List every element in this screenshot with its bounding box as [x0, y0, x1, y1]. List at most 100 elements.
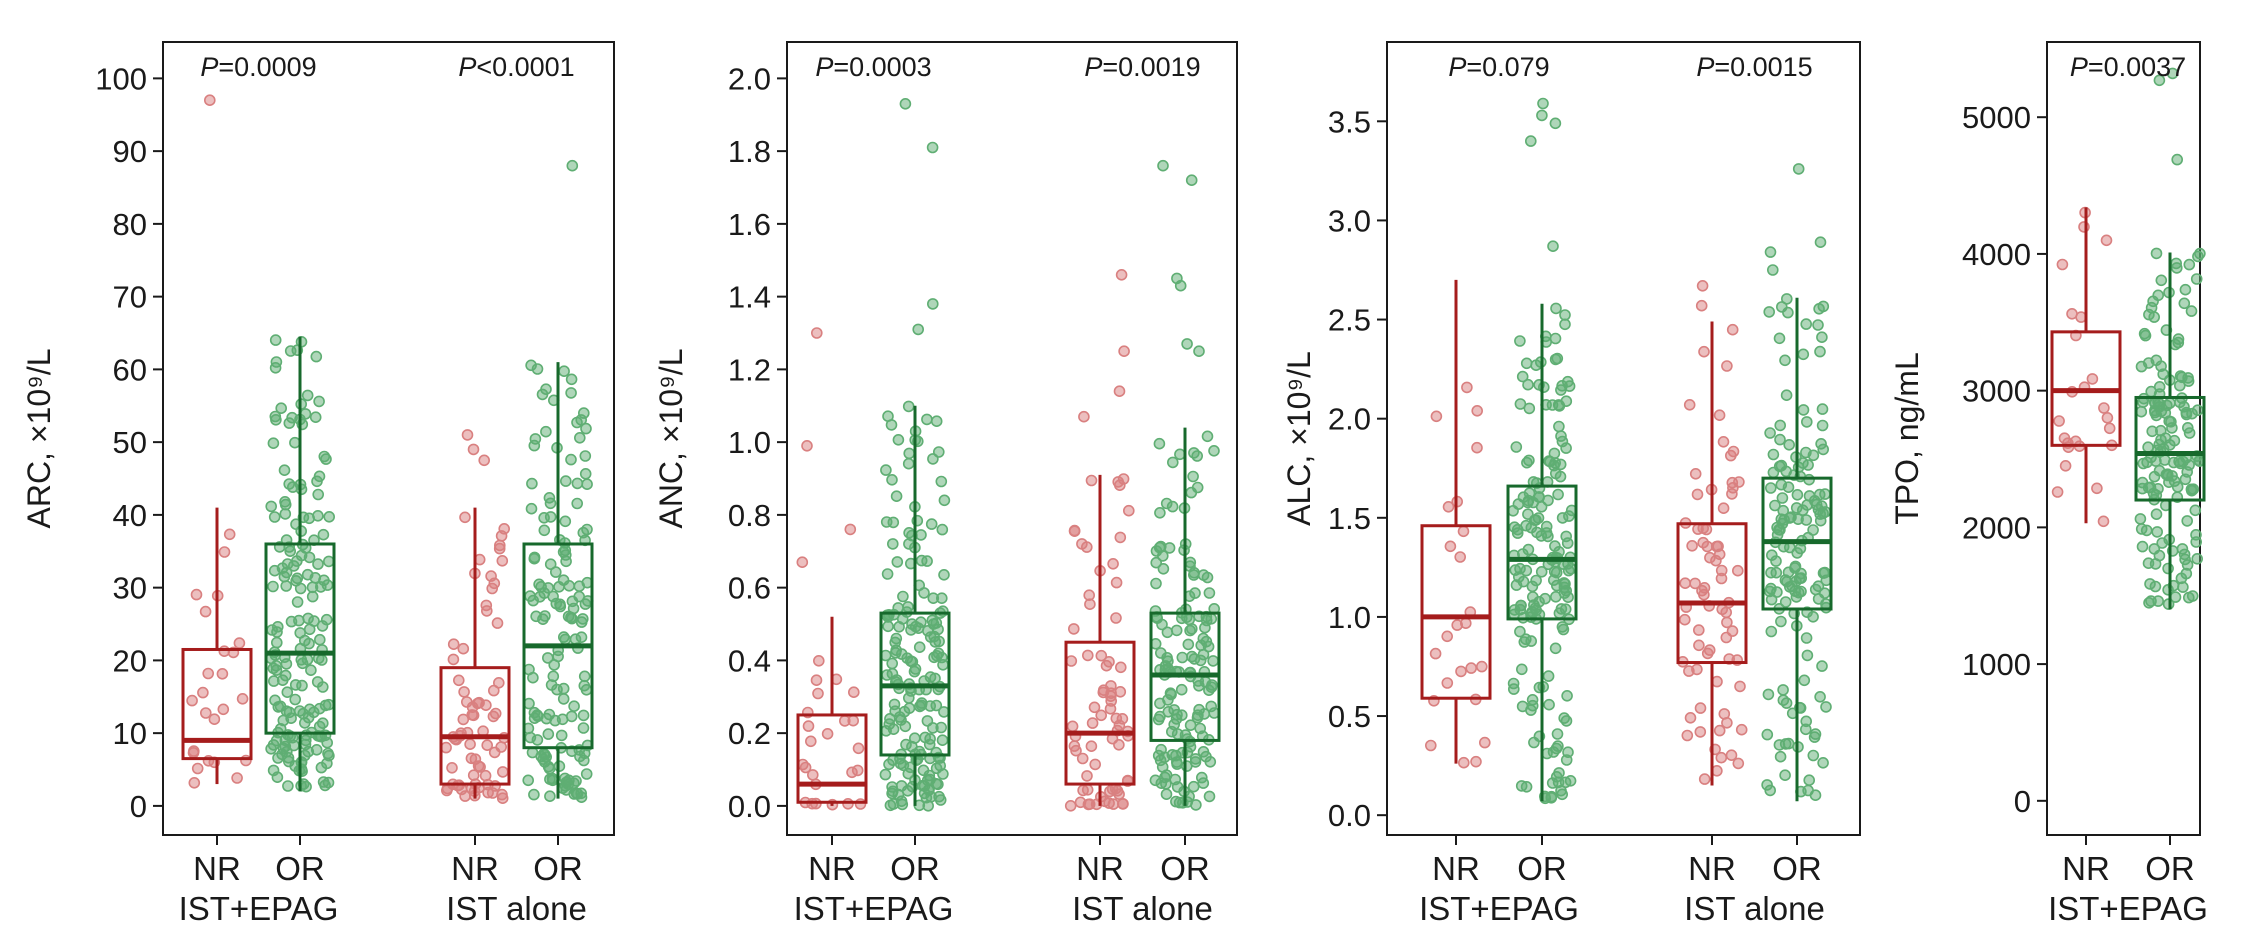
- data-point: [1123, 504, 1135, 517]
- data-point: [1517, 575, 1530, 588]
- data-point: [1117, 798, 1129, 810]
- data-point: [1725, 449, 1737, 462]
- data-point: [451, 779, 464, 792]
- data-point: [1802, 784, 1814, 797]
- data-point: [316, 620, 329, 632]
- data-point: [2100, 234, 2113, 247]
- data-point: [1471, 404, 1483, 417]
- data-point: [1089, 758, 1101, 771]
- data-point: [302, 745, 315, 758]
- data-point: [1150, 577, 1162, 590]
- data-point: [879, 768, 892, 781]
- data-point: [1543, 698, 1555, 711]
- data-point: [316, 717, 329, 730]
- data-point: [1514, 625, 1526, 638]
- data-point: [236, 692, 249, 705]
- data-point: [924, 700, 937, 712]
- data-point: [852, 742, 865, 755]
- box-nr: [1064, 268, 1136, 812]
- data-point: [1188, 653, 1201, 665]
- data-point: [1798, 674, 1811, 687]
- data-point: [1559, 309, 1571, 321]
- data-point: [2186, 484, 2198, 497]
- data-point: [1525, 135, 1537, 147]
- data-point: [323, 510, 336, 523]
- data-point: [1779, 769, 1791, 782]
- data-point: [294, 627, 307, 639]
- data-point: [473, 696, 485, 709]
- data-point: [1683, 398, 1696, 411]
- data-point: [936, 734, 949, 747]
- data-point: [1110, 612, 1122, 624]
- data-point: [2091, 482, 2103, 495]
- data-point: [895, 795, 908, 808]
- data-point: [844, 523, 857, 536]
- data-point: [571, 788, 584, 800]
- data-point: [1169, 773, 1181, 786]
- data-point: [2086, 373, 2099, 385]
- data-point: [277, 714, 290, 727]
- data-point: [1189, 753, 1202, 765]
- data-point: [1771, 586, 1783, 598]
- data-point: [1691, 488, 1704, 501]
- data-point: [1726, 488, 1738, 500]
- data-point: [1530, 574, 1542, 587]
- data-point: [2192, 250, 2204, 263]
- data-point: [543, 708, 556, 721]
- data-point: [496, 766, 509, 778]
- data-point: [2141, 456, 2153, 469]
- data-point: [888, 698, 901, 711]
- data-point: [1471, 441, 1483, 454]
- data-point: [1154, 754, 1167, 767]
- data-point: [1783, 512, 1796, 524]
- data-point: [1117, 473, 1130, 485]
- data-point: [480, 605, 493, 617]
- data-point: [559, 515, 572, 528]
- data-point: [926, 298, 939, 310]
- data-point: [2143, 596, 2155, 609]
- data-point: [1454, 551, 1466, 563]
- data-point: [2179, 473, 2192, 486]
- data-point: [1782, 306, 1794, 319]
- data-point: [322, 555, 335, 568]
- data-point: [1681, 729, 1694, 742]
- data-point: [1704, 551, 1716, 564]
- y-tick-label: 3.0: [1328, 203, 1371, 238]
- data-point: [316, 681, 329, 693]
- box-nr: [181, 94, 253, 789]
- data-point: [447, 653, 460, 666]
- data-point: [924, 671, 937, 683]
- data-point: [1553, 420, 1565, 433]
- data-point: [293, 705, 306, 717]
- data-point: [528, 788, 540, 801]
- data-point: [231, 772, 243, 784]
- data-point: [1516, 700, 1529, 713]
- data-point: [313, 395, 325, 408]
- data-point: [1530, 514, 1542, 526]
- data-point: [1509, 564, 1522, 576]
- data-point: [1814, 690, 1826, 703]
- data-point: [1535, 565, 1548, 578]
- y-tick-label: 5000: [1962, 100, 2031, 135]
- data-point: [1816, 660, 1828, 672]
- data-point: [1691, 663, 1703, 676]
- data-point: [1732, 757, 1745, 770]
- box-or: [1761, 163, 1833, 802]
- data-point: [2182, 421, 2194, 434]
- data-point: [1516, 370, 1529, 383]
- data-point: [2142, 357, 2155, 369]
- data-point: [1800, 514, 1813, 526]
- data-point: [1717, 502, 1730, 515]
- data-point: [283, 478, 296, 490]
- data-point: [1816, 403, 1829, 415]
- data-point: [548, 659, 561, 671]
- data-point: [2191, 552, 2203, 565]
- data-point: [1114, 531, 1127, 544]
- data-point: [522, 774, 535, 787]
- data-point: [298, 717, 311, 729]
- data-point: [571, 477, 584, 490]
- box-or: [264, 334, 336, 793]
- data-point: [279, 498, 292, 511]
- data-point: [577, 722, 590, 734]
- data-point: [2176, 543, 2189, 555]
